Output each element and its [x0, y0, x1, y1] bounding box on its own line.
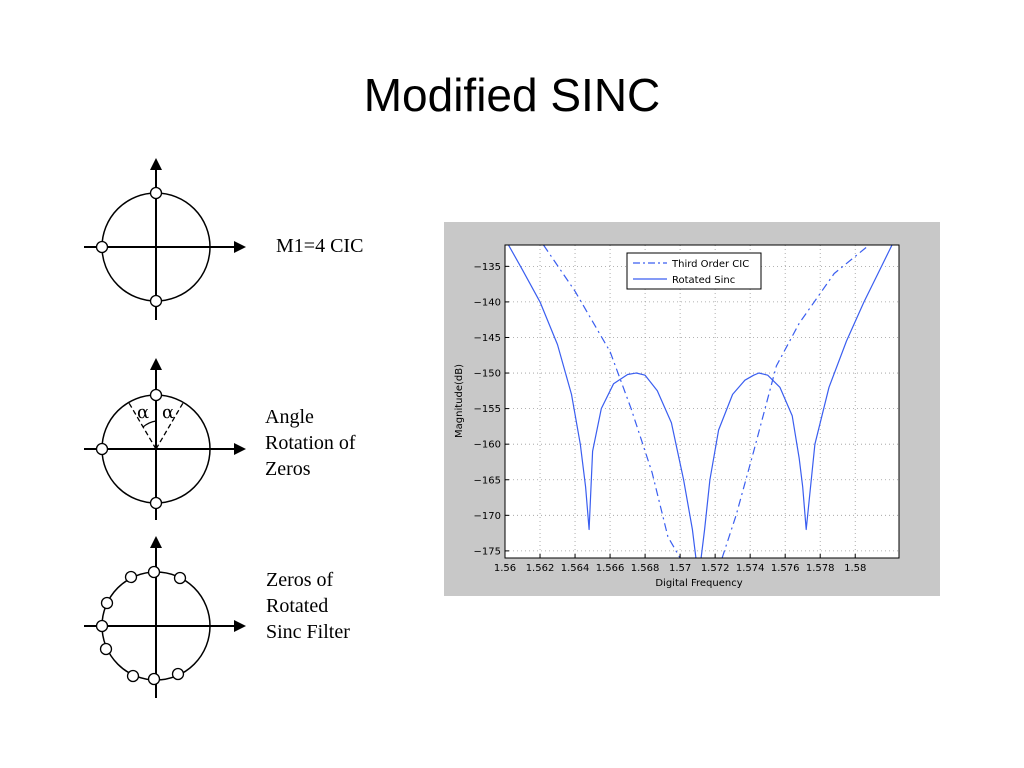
- series-layer: [507, 245, 893, 558]
- plot-border: [504, 244, 900, 559]
- diagram3-zero: [124, 570, 138, 584]
- x-tick-label: 1.566: [596, 563, 625, 574]
- diagram2-label-line: Angle: [265, 406, 314, 428]
- x-tick-label: 1.56: [494, 563, 516, 574]
- diagram3-label-line: Zeros of: [266, 569, 334, 591]
- series-rotated-sinc: [507, 245, 697, 558]
- diagram3-x-arrow: [234, 620, 246, 632]
- diagram1-y-arrow: [150, 158, 162, 170]
- diagram1-zero: [95, 240, 109, 254]
- diagram1-zero: [149, 294, 163, 308]
- y-axis-label: Magnitude(dB): [454, 364, 465, 438]
- x-tick-label: 1.576: [771, 563, 800, 574]
- diagram1-zero: [149, 186, 163, 200]
- diagram1-label: M1=4 CIC: [276, 235, 364, 257]
- diagram2-y-arrow: [150, 358, 162, 370]
- y-tick-label: −135: [474, 262, 501, 273]
- diagram-rotated-sinc-zeros: [84, 536, 246, 698]
- diagram3-zero: [147, 672, 161, 686]
- diagram1-x-arrow: [234, 241, 246, 253]
- diagram-m1-cic: [84, 158, 246, 320]
- legend-label-rotated-sinc: Rotated Sinc: [672, 275, 735, 286]
- ticks: 1.56 1.562 1.564 1.566 1.568 1.57 1.572 1.574 1.…: [474, 262, 867, 574]
- x-tick-label: 1.58: [844, 563, 866, 574]
- diagram2-label-line: Rotation of: [265, 432, 356, 454]
- y-tick-label: −160: [474, 440, 501, 451]
- diagram2-rotated-line-right: [155, 402, 184, 450]
- y-tick-label: −140: [474, 297, 501, 308]
- diagram2-label-line: Zeros: [265, 458, 311, 480]
- x-tick-label: 1.574: [736, 563, 765, 574]
- diagram-angle-rotation: α α: [84, 358, 246, 520]
- diagram2-x-arrow: [234, 443, 246, 455]
- magnitude-chart: 1.56 1.562 1.564 1.566 1.568 1.57 1.572 1.574 1.…: [444, 222, 940, 596]
- y-tick-label: −145: [474, 333, 501, 344]
- diagram3-zero: [100, 596, 114, 610]
- y-tick-label: −155: [474, 404, 501, 415]
- legend-box: [626, 252, 762, 290]
- series-third-order-cic: [543, 245, 681, 558]
- diagram3-y-arrow: [150, 536, 162, 548]
- diagram2-zero: [95, 442, 109, 456]
- legend: Third Order CIC Rotated Sinc: [626, 252, 762, 290]
- y-tick-label: −165: [474, 475, 501, 486]
- diagram2-rotated-line-left: [128, 402, 157, 450]
- y-tick-label: −150: [474, 369, 501, 380]
- diagram2-angle-arc: [142, 420, 157, 428]
- diagram3-zero: [147, 565, 161, 579]
- x-tick-label: 1.57: [669, 563, 691, 574]
- slide-title: Modified SINC: [363, 69, 661, 121]
- diagram2-zero: [149, 496, 163, 510]
- diagram3-zero: [126, 669, 140, 683]
- x-tick-label: 1.568: [631, 563, 660, 574]
- series-rotated-sinc: [700, 245, 893, 558]
- diagram2-label: Angle Rotation of Zeros: [265, 404, 356, 482]
- diagram3-label: Zeros of Rotated Sinc Filter: [266, 567, 350, 645]
- diagram3-zero: [95, 619, 109, 633]
- y-tick-label: −175: [474, 546, 501, 557]
- x-tick-label: 1.578: [806, 563, 835, 574]
- x-tick-label: 1.564: [561, 563, 590, 574]
- diagram3-zero: [171, 667, 185, 681]
- alpha-symbol-right: α: [162, 402, 174, 423]
- x-axis-label: Digital Frequency: [655, 578, 742, 589]
- x-tick-label: 1.562: [526, 563, 555, 574]
- y-tick-label: −170: [474, 511, 501, 522]
- diagram3-zero: [99, 642, 113, 656]
- x-tick-label: 1.572: [701, 563, 730, 574]
- diagram3-label-line: Rotated: [266, 595, 329, 617]
- plot-area: [505, 245, 899, 558]
- legend-label-cic: Third Order CIC: [671, 259, 749, 270]
- diagram3-label-line: Sinc Filter: [266, 621, 350, 643]
- diagram3-zero: [173, 571, 187, 585]
- diagram2-zero: [149, 388, 163, 402]
- series-third-order-cic: [721, 245, 870, 558]
- alpha-symbol-left: α: [137, 402, 149, 423]
